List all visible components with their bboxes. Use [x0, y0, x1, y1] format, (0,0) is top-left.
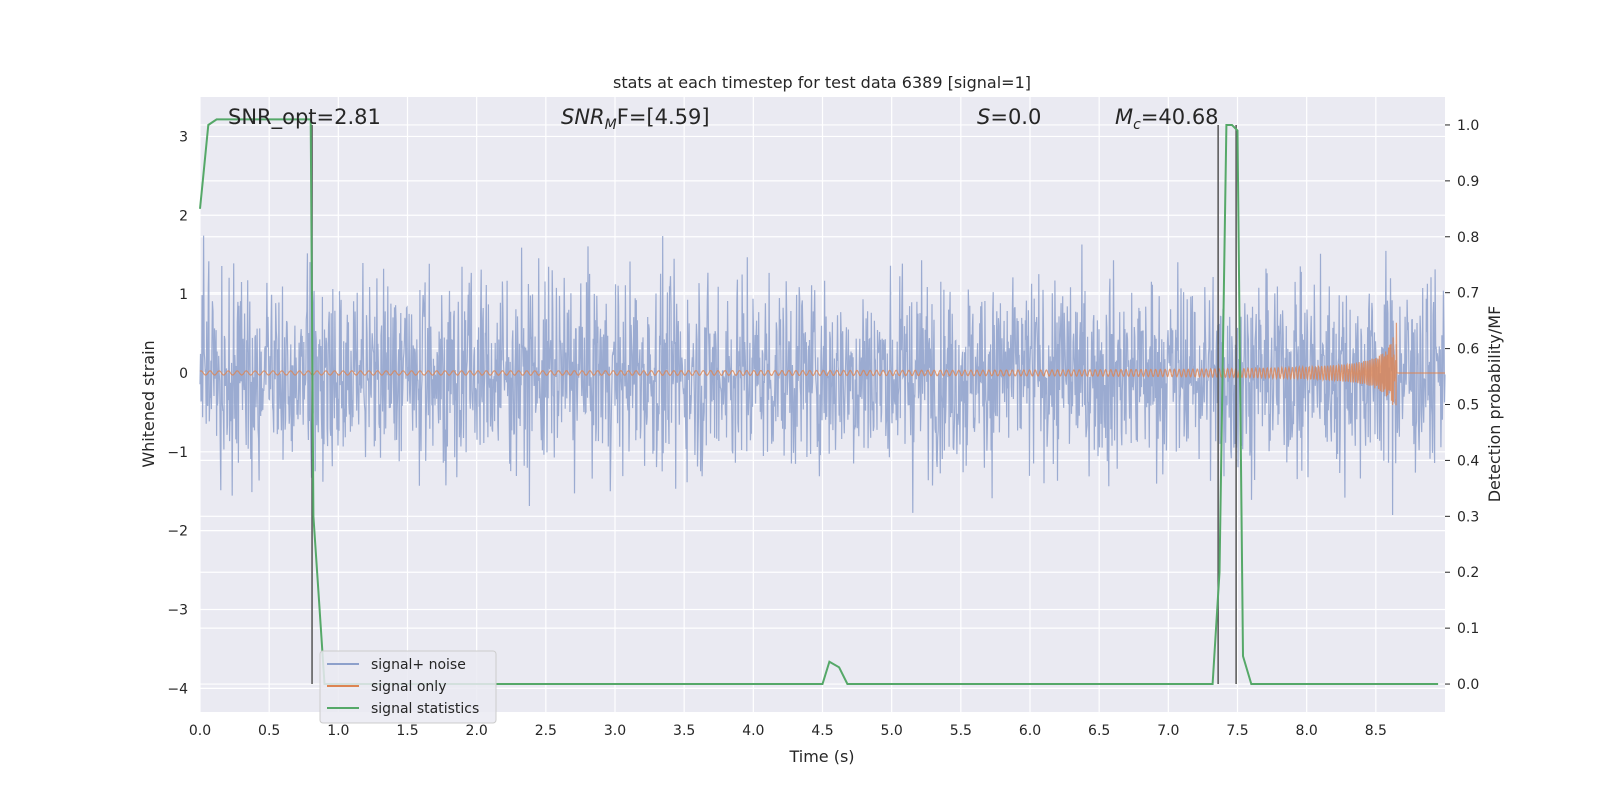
y-tick-label: 3 — [179, 129, 188, 145]
x-tick-label: 1.0 — [327, 723, 349, 739]
x-tick-label: 7.0 — [1157, 723, 1179, 739]
x-tick-label: 0.0 — [189, 723, 211, 739]
x-tick-label: 2.0 — [466, 723, 488, 739]
y-tick-label: −1 — [167, 445, 188, 461]
signal-statistics-series — [199, 118, 1439, 685]
annotation-s: S=0.0 — [977, 105, 1041, 129]
signal-noise-series — [199, 235, 1446, 516]
x-tick-label: 8.5 — [1365, 723, 1387, 739]
y2-tick-label: 0.6 — [1457, 342, 1479, 358]
y2-tick-label: 0.4 — [1457, 453, 1479, 469]
x-tick-label: 4.0 — [742, 723, 764, 739]
annotation-snr-mf: SNRMF=[4.59] — [561, 105, 710, 133]
y2-tick-label: 0.3 — [1457, 509, 1479, 525]
y-tick-label: 1 — [179, 287, 188, 303]
legend-box — [319, 650, 497, 724]
y-tick-label: −2 — [167, 524, 188, 540]
x-tick-label: 7.5 — [1226, 723, 1248, 739]
tick-labels: 0.0 0.5 1.0 1.5 2.0 2.5 3.0 3.5 4.0 4.5 5.0 5.5 6.0 6… — [167, 118, 1479, 739]
y2-tick-label: 0.0 — [1457, 677, 1479, 693]
y2-tick-label: 1.0 — [1457, 118, 1479, 134]
legend-label-signal-noise: signal+ noise — [371, 657, 466, 673]
y-tick-label: −4 — [167, 681, 188, 697]
x-tick-label: 5.5 — [950, 723, 972, 739]
signal-noise-line — [199, 235, 1446, 516]
x-tick-label: 3.5 — [673, 723, 695, 739]
y2-axis-label: Detection probability/MF — [1485, 306, 1504, 503]
x-tick-label: 1.5 — [396, 723, 418, 739]
x-tick-label: 2.5 — [535, 723, 557, 739]
signal-only-line — [199, 322, 1445, 406]
y2-tick-label: 0.2 — [1457, 565, 1479, 581]
y2-tick-label: 0.5 — [1457, 398, 1479, 414]
x-axis-label: Time (s) — [788, 747, 854, 766]
annotation-snr-opt: SNR_opt=2.81 — [228, 105, 381, 130]
annotation-mc-subscript: c — [1133, 117, 1141, 133]
annotation-snr-mf-symbol: SNR — [561, 105, 605, 129]
x-tick-label: 3.0 — [604, 723, 626, 739]
x-tick-label: 6.5 — [1088, 723, 1110, 739]
y2-tick-label: 0.8 — [1457, 230, 1479, 246]
y-tick-label: 0 — [179, 366, 188, 382]
y-axis-label: Whitened strain — [139, 340, 158, 467]
legend-label-signal-statistics: signal statistics — [371, 701, 479, 717]
annotation-mc-value: =40.68 — [1141, 105, 1219, 129]
annotation-s-symbol: S — [977, 105, 990, 129]
x-tick-label: 0.5 — [258, 723, 280, 739]
annotations: SNR_opt=2.81 SNRMF=[4.59] S=0.0 Mc=40.68 — [228, 105, 1219, 133]
y2-tick-label: 0.1 — [1457, 621, 1479, 637]
y-tick-label: 2 — [179, 208, 188, 224]
annotation-s-value: =0.0 — [990, 105, 1041, 129]
legend-label-signal-only: signal only — [371, 679, 446, 695]
annotation-snr-mf-value: F=[4.59] — [617, 105, 710, 129]
signal-statistics-line — [199, 118, 1439, 685]
y2-tick-label: 0.7 — [1457, 286, 1479, 302]
legend: signal+ noise signal only signal statist… — [319, 650, 497, 724]
x-tick-label: 6.0 — [1019, 723, 1041, 739]
signal-only-series — [199, 322, 1445, 406]
y2-tick-label: 0.9 — [1457, 174, 1479, 190]
annotation-mc-symbol: M — [1115, 105, 1133, 129]
x-tick-label: 8.0 — [1296, 723, 1318, 739]
y-tick-label: −3 — [167, 603, 188, 619]
x-tick-label: 4.5 — [811, 723, 833, 739]
annotation-mc: Mc=40.68 — [1115, 105, 1219, 133]
x-tick-label: 5.0 — [881, 723, 903, 739]
chart-title: stats at each timestep for test data 638… — [613, 73, 1031, 92]
annotation-snr-mf-subscript: M — [605, 117, 617, 133]
